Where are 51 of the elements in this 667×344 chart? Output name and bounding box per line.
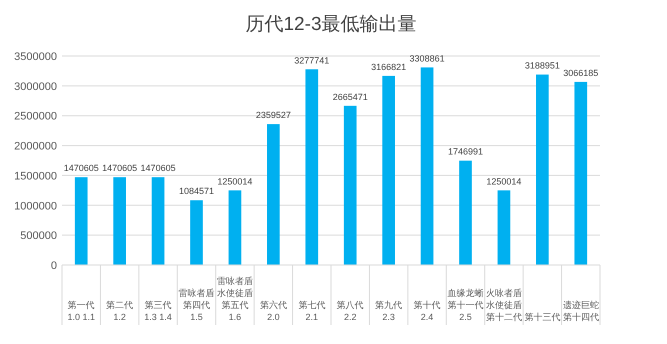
bar — [382, 76, 395, 265]
bar — [536, 74, 549, 265]
y-tick-label: 3000000 — [14, 80, 57, 93]
y-tick-label: 2000000 — [14, 140, 57, 153]
x-tick-label: 第一代 1.0 1.1 — [66, 299, 96, 323]
bar — [420, 67, 434, 265]
data-label: 3166821 — [371, 62, 406, 72]
bar — [113, 177, 126, 265]
x-tick-label: 第八代 2.2 — [336, 299, 365, 323]
y-tick-label: 2500000 — [14, 110, 57, 123]
data-label: 3277741 — [294, 55, 330, 66]
y-tick-label: 3500000 — [14, 51, 57, 63]
x-tick-label: 第十三代 — [524, 311, 561, 323]
y-tick-label: 500000 — [20, 230, 57, 242]
data-label: 1250014 — [486, 176, 522, 186]
x-tick-label: 遗迹巨蛇第十四代 — [562, 299, 600, 323]
data-label: 1250014 — [217, 176, 252, 186]
x-tick-label: 第二代 1.2 — [105, 299, 134, 323]
data-label: 2359527 — [256, 110, 291, 120]
x-tick-label: 第七代 2.1 — [297, 299, 326, 323]
data-label: 1084571 — [178, 186, 214, 196]
data-label: 2665471 — [332, 92, 368, 102]
bar — [74, 177, 88, 265]
x-tick-label: 雷咏者盾水使徒盾第五代 1.6 — [216, 275, 254, 323]
bar — [459, 160, 472, 265]
data-label: 3066185 — [563, 68, 598, 78]
bar — [344, 106, 357, 265]
x-tick-label: 第九代 2.3 — [374, 299, 404, 323]
data-label: 3308861 — [410, 53, 445, 64]
bar — [305, 69, 318, 265]
y-tick-label: 1500000 — [14, 170, 57, 182]
y-tick-label: 1000000 — [14, 200, 57, 212]
data-label: 1746991 — [448, 146, 484, 157]
chart-title: 历代12-3最低输出量 — [245, 14, 417, 35]
bar — [228, 190, 242, 265]
data-label: 1470605 — [102, 163, 138, 174]
x-tick-label: 第六代 2.0 — [258, 299, 288, 323]
x-tick-label: 第三代 1.3 1.4 — [143, 299, 173, 323]
x-tick-label: 雷咏者盾第四代 1.5 — [178, 287, 215, 323]
data-label: 3188951 — [524, 60, 560, 71]
x-tick-label: 火咏者盾水使徒盾第十二代 — [485, 287, 522, 323]
bar — [190, 200, 203, 265]
bar — [267, 124, 280, 265]
y-tick-label: 0 — [50, 260, 57, 272]
bar — [152, 177, 164, 265]
data-label: 1470605 — [140, 163, 176, 174]
x-tick-label: 血缘龙蜥第十一代 2.5 — [446, 287, 484, 323]
x-tick-label: 第十代 2.4 — [412, 299, 442, 323]
bar — [574, 82, 588, 265]
bar — [498, 190, 510, 265]
data-label: 1470605 — [64, 163, 99, 174]
